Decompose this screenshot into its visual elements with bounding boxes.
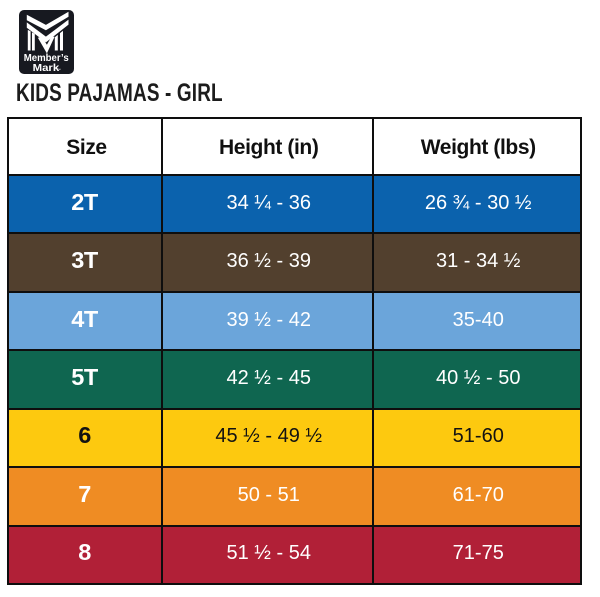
svg-text:™: ™ (58, 68, 61, 72)
svg-text:Member’s: Member’s (24, 53, 69, 64)
svg-text:Mark: Mark (33, 63, 60, 74)
